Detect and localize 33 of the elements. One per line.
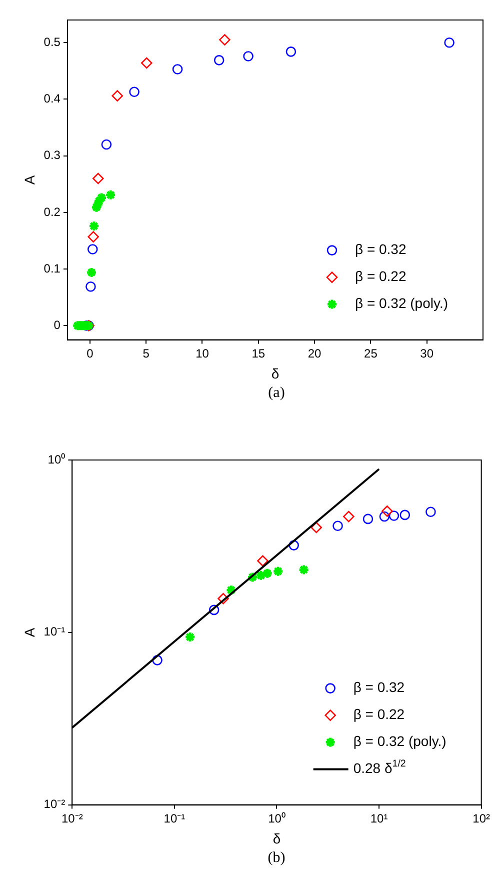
x-tick-label: 10⁰ xyxy=(268,811,286,826)
legend-label: β = 0.22 xyxy=(354,268,406,284)
x-tick-label: 20 xyxy=(308,346,322,360)
legend-label: β = 0.32 (poly.) xyxy=(354,295,448,312)
x-axis-title: δ xyxy=(272,830,281,846)
x-tick-label: 10 xyxy=(196,346,210,360)
y-tick-label: 0 xyxy=(54,318,61,332)
x-tick-label: 10² xyxy=(472,811,490,826)
x-tick-label: 10¹ xyxy=(370,811,388,826)
y-tick-label: 10⁰ xyxy=(48,452,66,466)
legend-label: β = 0.32 xyxy=(354,241,406,258)
legend-label: β = 0.32 (poly.) xyxy=(353,733,446,750)
x-axis-title: δ xyxy=(271,365,280,382)
legend-label: β = 0.22 xyxy=(353,706,405,722)
y-tick-label: 0.4 xyxy=(44,92,61,106)
x-tick-label: 5 xyxy=(142,346,150,360)
x-tick-label: 15 xyxy=(252,346,266,360)
text: (b) xyxy=(266,850,286,867)
x-tick-label: 30 xyxy=(420,346,434,360)
y-axis-title: A xyxy=(21,627,38,638)
y-tick-label: 10⁻¹ xyxy=(44,624,66,639)
y-tick-label: 0.1 xyxy=(44,261,61,276)
y-tick-label: 0.2 xyxy=(44,204,61,219)
text: (a) xyxy=(267,385,286,402)
legend-label: β = 0.32 xyxy=(353,679,405,696)
y-tick-label: 0.5 xyxy=(44,34,61,49)
y-tick-label: 10⁻² xyxy=(44,797,66,812)
x-tick-label: 0 xyxy=(86,346,94,360)
x-tick-label: 25 xyxy=(364,346,378,360)
y-tick-label: 0.3 xyxy=(44,148,61,162)
x-tick-label: 10⁻² xyxy=(61,811,83,826)
x-tick-label: 10⁻¹ xyxy=(164,811,186,826)
y-axis-title: A xyxy=(21,174,38,185)
